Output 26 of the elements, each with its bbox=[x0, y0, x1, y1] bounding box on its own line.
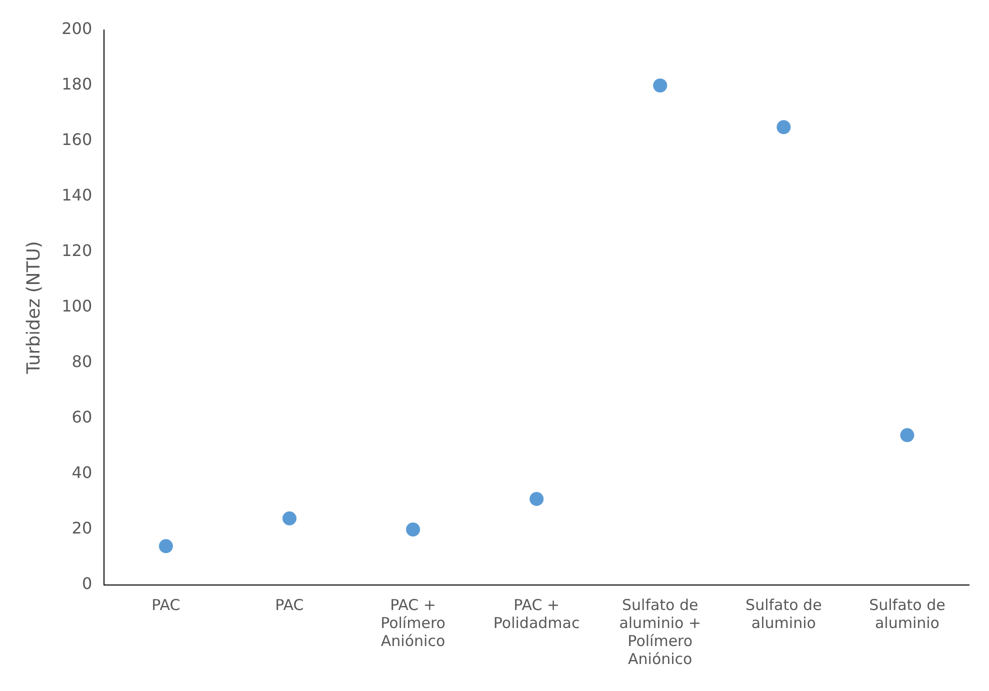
y-tick-label: 0 bbox=[82, 574, 92, 594]
y-tick-label: 100 bbox=[62, 296, 92, 316]
point bbox=[158, 539, 173, 554]
y-axis-title: Turbidez (NTU) bbox=[23, 241, 44, 375]
y-tick-label: 120 bbox=[62, 241, 92, 260]
point bbox=[653, 78, 668, 92]
x-tick-label: Sulfato de aluminio + Polímero Aniónico bbox=[619, 596, 702, 668]
x-tick-label: PAC + Polidadmac bbox=[493, 596, 580, 632]
x-tick-label: Sulfato de aluminio bbox=[869, 596, 946, 632]
y-tick-label: 200 bbox=[62, 19, 92, 38]
x-tick-label: PAC bbox=[275, 596, 304, 614]
y-tick-label: 140 bbox=[62, 186, 92, 205]
y-tick-label: 80 bbox=[72, 352, 92, 372]
y-tick-label: 40 bbox=[72, 463, 92, 482]
point bbox=[282, 511, 296, 526]
point bbox=[900, 428, 914, 442]
y-tick-label: 180 bbox=[62, 74, 92, 94]
point bbox=[776, 120, 791, 134]
x-tick-label: PAC bbox=[152, 596, 180, 614]
point bbox=[530, 492, 544, 506]
y-tick-label: 20 bbox=[72, 518, 92, 538]
y-tick-label: 60 bbox=[72, 408, 92, 427]
x-tick-label: PAC + Polímero Aniónico bbox=[380, 596, 446, 650]
x-tick-label: Sulfato de aluminio bbox=[746, 596, 822, 632]
y-tick-label: 160 bbox=[62, 130, 92, 150]
point bbox=[406, 522, 420, 536]
